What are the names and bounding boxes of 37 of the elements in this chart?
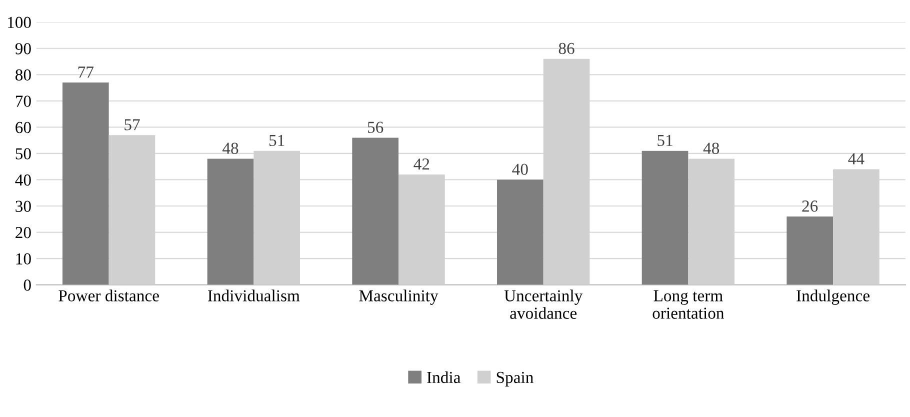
data-label: 51 [658,134,672,146]
y-tick-label: 100 [8,16,31,28]
bar [207,158,254,285]
data-label: 48 [703,142,720,154]
data-label: 42 [414,158,430,170]
bar [496,180,544,285]
legend-label: Spain [496,372,534,386]
bar [352,138,399,285]
y-tick-label: 40 [15,174,31,186]
data-label: 26 [802,200,818,212]
y-tick-label: 50 [16,148,31,160]
data-label: 51 [269,134,284,146]
x-tick-label: Individualism [208,290,300,302]
x-tick-label: Power distance [58,290,159,302]
data-label: 56 [368,122,384,133]
data-label: 57 [124,119,140,130]
data-label: 77 [78,66,94,78]
bar [642,150,688,285]
data-label: 48 [222,142,238,154]
x-tick-label: Indulgence [796,290,870,305]
y-tick-label: 80 [16,69,31,81]
y-tick-label: 20 [16,226,31,238]
y-tick-label: 10 [16,253,31,264]
y-tick-label: 30 [16,200,31,212]
y-tick-label: 0 [24,280,31,291]
legend-label: India [427,371,461,384]
x-tick-label: Uncertainly avoidance [504,290,583,319]
x-tick-label: Long term orientation [652,290,724,319]
y-tick-label: 90 [15,43,31,54]
bar [786,216,834,285]
x-tick-label: Masculinity [359,290,438,305]
data-label: 44 [848,153,864,164]
bar [62,82,109,285]
data-label: 86 [558,42,574,54]
y-tick-label: 70 [16,96,31,107]
y-tick-label: 60 [16,122,31,134]
data-label: 40 [512,164,528,175]
